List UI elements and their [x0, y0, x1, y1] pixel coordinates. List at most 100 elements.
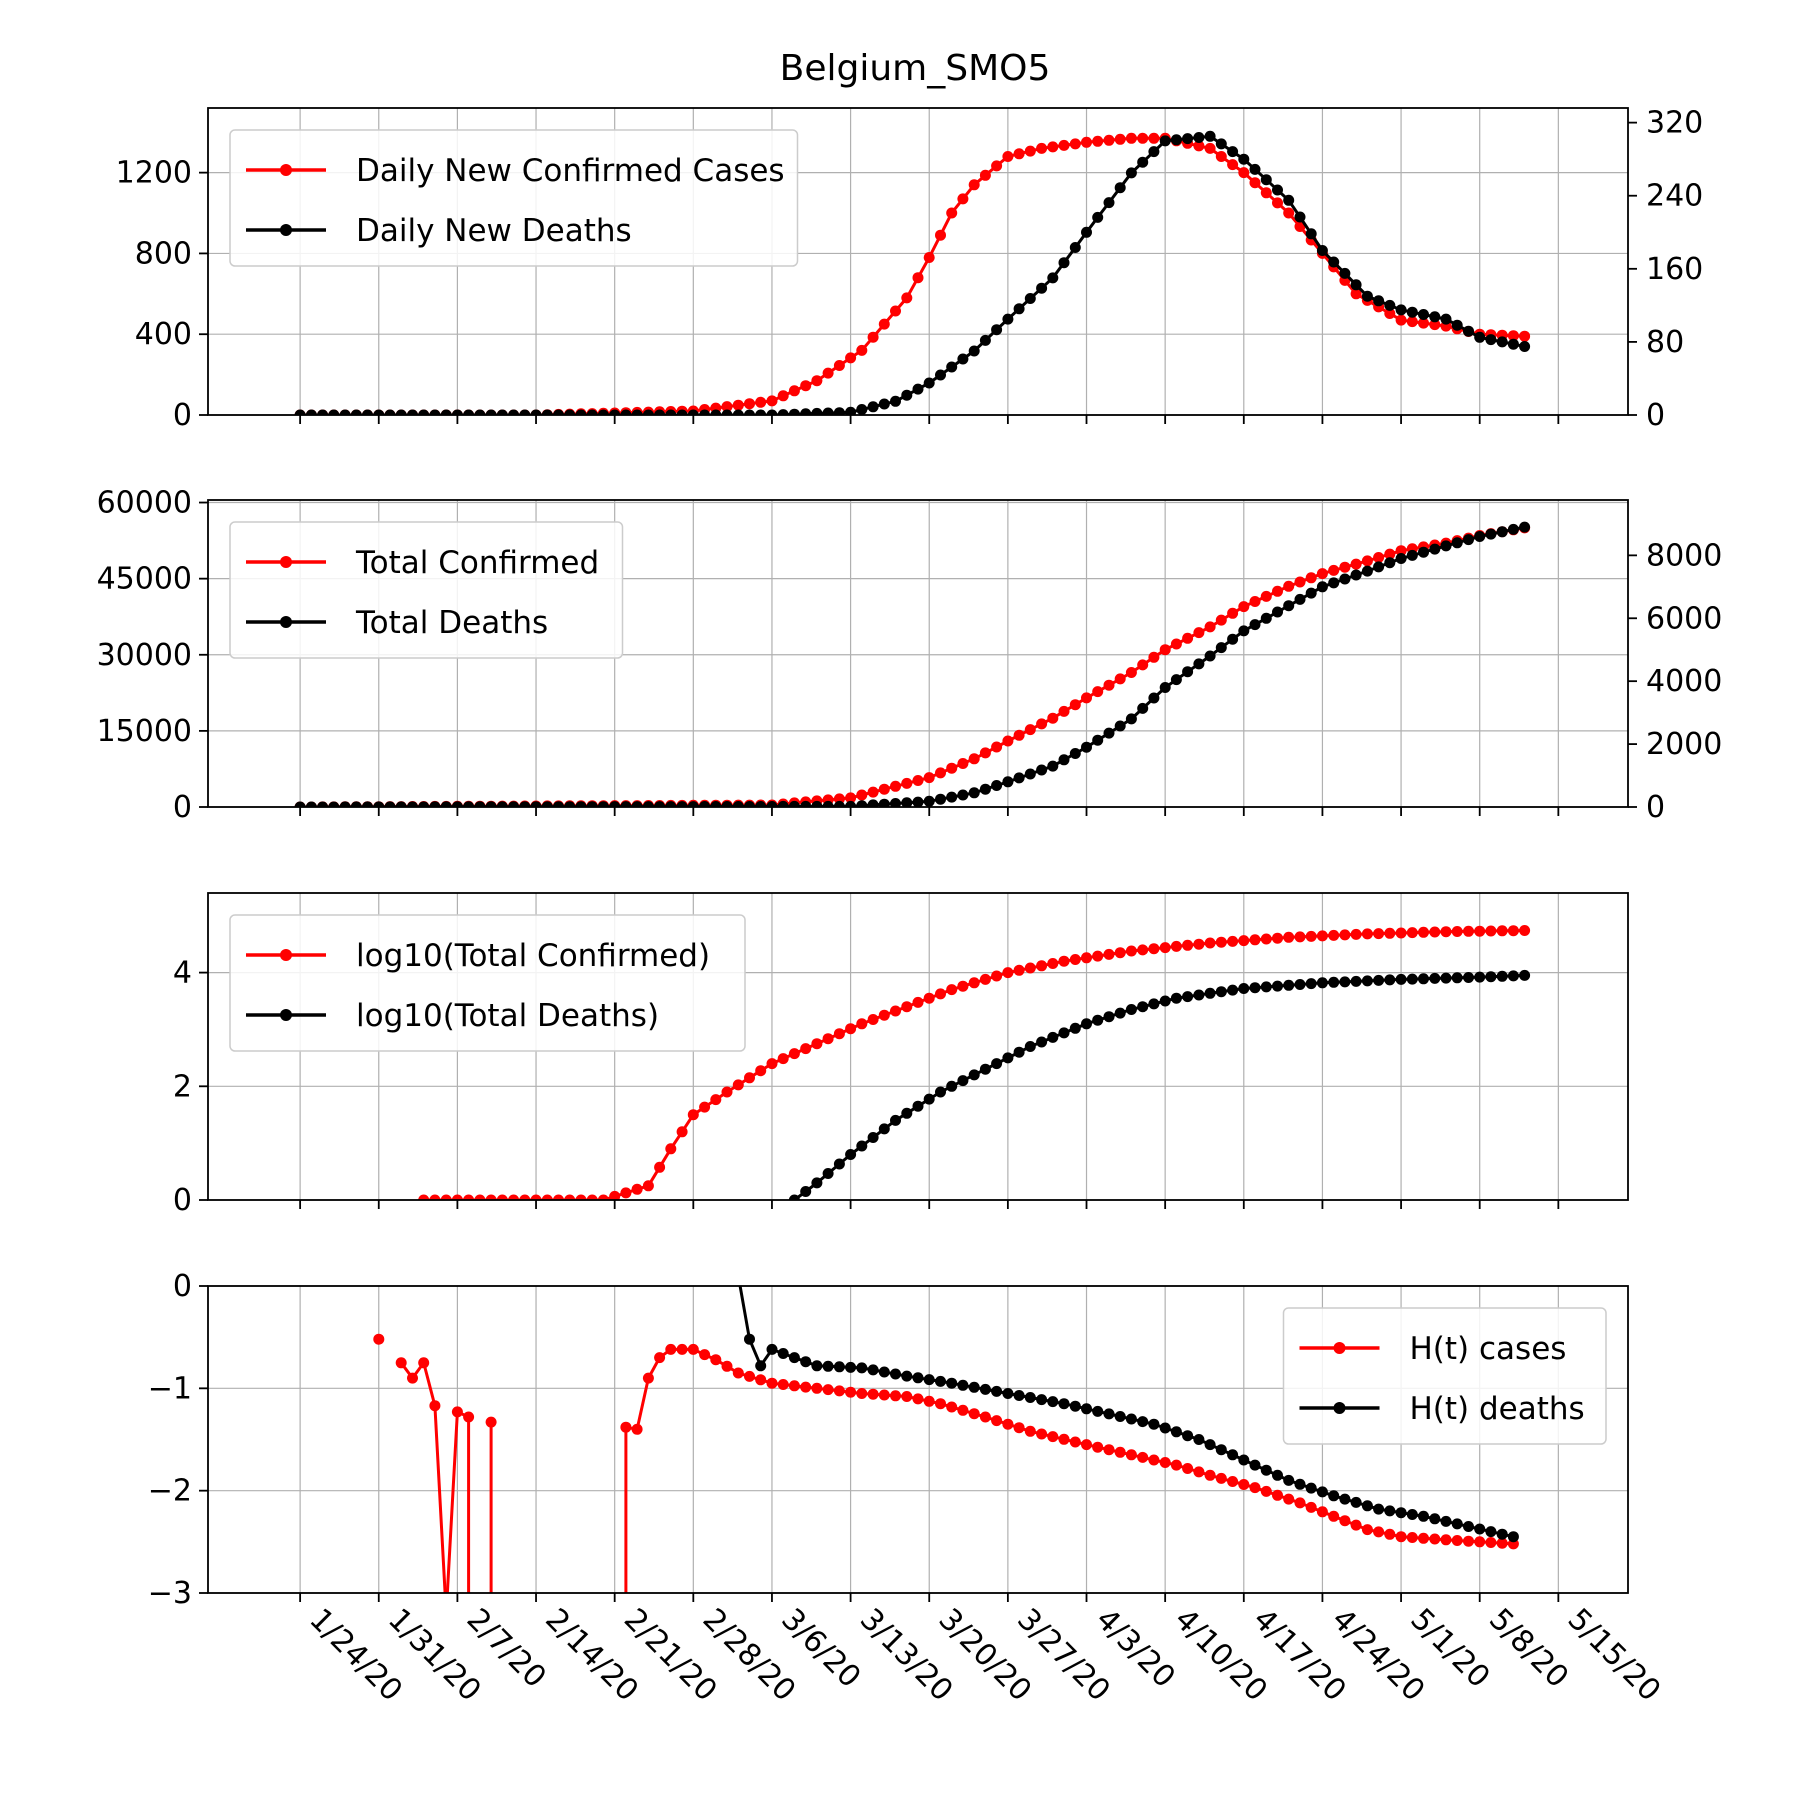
legend-swatch-marker	[280, 556, 292, 568]
data-point	[935, 767, 946, 779]
data-point	[766, 409, 778, 415]
data-point	[1350, 558, 1362, 570]
data-point	[1305, 930, 1317, 942]
data-point	[1519, 341, 1531, 352]
data-point	[1507, 523, 1519, 535]
legend-box	[1282, 1307, 1607, 1445]
data-point	[822, 367, 834, 379]
data-point	[811, 1382, 823, 1394]
data-point	[1316, 977, 1328, 989]
data-point	[1350, 569, 1362, 581]
data-point	[878, 1366, 890, 1378]
data-point	[1114, 182, 1126, 194]
y-tick-label: 0	[173, 790, 192, 825]
data-point	[1451, 1535, 1463, 1546]
panel-3: 0 2 4 log10(Total Confirmed) log10(Total Dea…	[173, 892, 1629, 1218]
data-point	[451, 409, 463, 415]
data-point	[485, 1416, 497, 1428]
data-point	[710, 801, 722, 807]
data-point	[1429, 311, 1441, 323]
data-point	[1137, 1451, 1149, 1463]
data-point	[530, 409, 542, 415]
data-point	[1114, 947, 1126, 959]
data-point	[912, 383, 924, 395]
data-point	[1238, 1454, 1250, 1466]
data-point	[1182, 1430, 1194, 1442]
data-point	[766, 1343, 778, 1355]
data-point	[856, 404, 868, 415]
data-point	[1125, 1413, 1137, 1425]
data-point	[564, 801, 576, 807]
data-point	[1485, 1526, 1497, 1538]
data-point	[1227, 607, 1239, 619]
data-point	[1272, 184, 1283, 196]
data-point	[350, 409, 362, 415]
data-point	[373, 1333, 385, 1345]
data-point	[1272, 980, 1283, 992]
data-point	[935, 1375, 946, 1387]
data-point	[1316, 1486, 1328, 1498]
data-point	[912, 272, 924, 284]
data-point	[979, 1383, 991, 1395]
data-point	[328, 409, 340, 415]
data-point	[822, 407, 834, 415]
data-point	[811, 800, 823, 807]
data-point	[1418, 1510, 1429, 1522]
data-point	[1339, 929, 1351, 941]
data-point	[1361, 975, 1373, 987]
data-point	[440, 1194, 452, 1200]
data-point	[788, 1352, 800, 1364]
data-point	[1103, 948, 1115, 960]
data-point	[732, 409, 744, 415]
data-point	[1148, 146, 1160, 158]
data-point	[1294, 593, 1306, 605]
data-point	[766, 801, 778, 807]
data-point	[1013, 148, 1025, 160]
data-point	[1283, 194, 1295, 206]
data-point	[1148, 1418, 1160, 1430]
data-point	[1305, 228, 1317, 240]
data-point	[1260, 174, 1272, 186]
data-point	[1081, 1018, 1092, 1030]
data-point	[1193, 1466, 1205, 1478]
data-point	[429, 1400, 441, 1412]
data-point	[508, 801, 520, 807]
y2-tick-label: 2000	[1646, 727, 1722, 762]
data-point	[822, 1360, 834, 1372]
data-point	[923, 377, 935, 389]
data-point	[407, 409, 418, 415]
data-point	[1182, 133, 1194, 145]
data-point	[1451, 1518, 1463, 1530]
data-point	[800, 1356, 812, 1368]
data-point	[1238, 625, 1250, 637]
data-point	[957, 1404, 969, 1416]
data-point	[946, 984, 958, 996]
y-tick-label: 400	[135, 317, 192, 352]
data-point	[800, 800, 812, 807]
data-point	[979, 973, 991, 985]
data-point	[451, 801, 463, 807]
legend-swatch-marker	[280, 616, 292, 628]
data-point	[968, 345, 980, 357]
data-point	[979, 1411, 991, 1423]
data-point	[1036, 142, 1048, 154]
data-point	[485, 409, 497, 415]
data-point	[1339, 1515, 1351, 1527]
data-point	[1024, 145, 1036, 157]
data-point	[1384, 299, 1396, 311]
data-point	[957, 193, 969, 205]
data-point	[1137, 132, 1149, 144]
data-point	[1485, 1537, 1497, 1548]
data-point	[1260, 590, 1272, 602]
data-point	[755, 409, 767, 415]
data-point	[1159, 644, 1171, 656]
data-point	[946, 1080, 958, 1092]
data-point	[1036, 764, 1048, 776]
data-point	[957, 1379, 969, 1391]
data-point	[609, 801, 621, 807]
data-point	[1170, 992, 1182, 1004]
legend: log10(Total Confirmed) log10(Total Deaths…	[229, 914, 746, 1052]
data-point	[294, 409, 306, 415]
data-point	[1440, 1534, 1452, 1546]
